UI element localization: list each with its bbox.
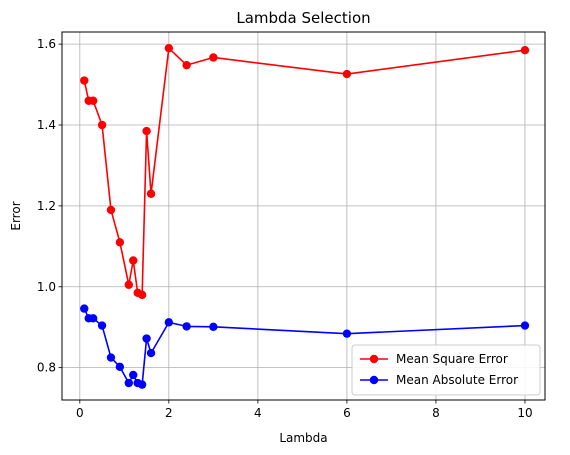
data-point [88, 314, 98, 323]
data-point [164, 43, 174, 53]
data-point [124, 280, 133, 289]
data-point [520, 45, 530, 55]
data-point [142, 334, 151, 343]
data-point [209, 53, 218, 62]
x-tick-label: 8 [432, 406, 440, 420]
legend-label: Mean Square Error [396, 352, 508, 366]
data-point [142, 126, 151, 136]
data-point [80, 76, 89, 85]
data-point [97, 321, 107, 330]
y-tick-label: 1.6 [37, 37, 56, 51]
x-tick-label: 6 [343, 406, 351, 420]
x-tick-label: 4 [254, 406, 262, 420]
data-point [520, 321, 530, 330]
grid [62, 32, 545, 400]
data-point [137, 290, 147, 300]
data-point [146, 189, 156, 198]
data-point [80, 304, 89, 313]
legend-box [351, 344, 541, 396]
data-point [106, 353, 116, 362]
x-tick-label: 0 [76, 406, 84, 420]
data-point [124, 378, 133, 388]
legend-marker [369, 354, 379, 364]
data-point [342, 69, 352, 79]
data-point [182, 60, 191, 70]
y-tick-label: 0.8 [37, 361, 56, 375]
data-point [88, 96, 98, 105]
legend: Mean Square Error Mean Absolute Error [351, 344, 541, 396]
data-point [115, 238, 125, 247]
plot-frame [61, 31, 546, 401]
data-point [209, 322, 218, 332]
chart-title: Lambda Selection [236, 9, 370, 27]
data-point [182, 322, 191, 331]
data-point [342, 329, 352, 338]
x-tick-label: 2 [165, 406, 173, 420]
data-point [129, 256, 138, 265]
data-point [164, 318, 174, 327]
data-point [129, 370, 138, 380]
y-tick-label: 1.4 [37, 118, 56, 132]
data-point [137, 380, 147, 389]
x-axis-label: Lambda [279, 431, 327, 445]
series-layer [80, 43, 530, 389]
y-tick-label: 1.0 [37, 280, 56, 294]
data-point [146, 348, 156, 358]
y-axis-label: Error [9, 201, 23, 230]
x-tick-label: 10 [517, 406, 532, 420]
data-point [97, 120, 107, 130]
data-point [115, 362, 125, 372]
data-point [106, 205, 116, 215]
legend-marker [369, 375, 379, 385]
legend-label: Mean Absolute Error [396, 373, 518, 387]
y-tick-label: 1.2 [37, 199, 56, 213]
tick-layer: 0 2 4 6 8 10 0.8 1.0 1.2 1.4 1.6 [37, 37, 533, 420]
series-line [83, 47, 526, 296]
